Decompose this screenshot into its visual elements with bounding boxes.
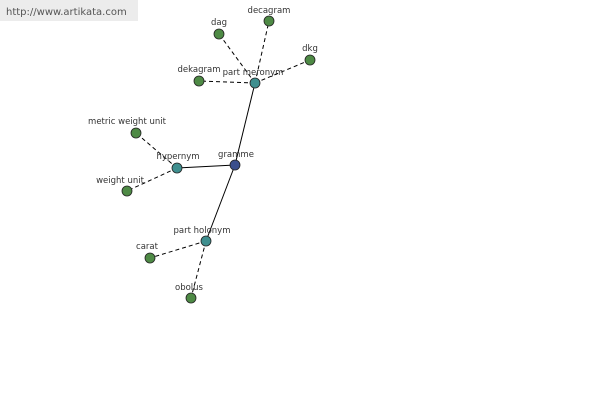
- edge: [234, 82, 256, 166]
- edge: [254, 20, 270, 84]
- node[interactable]: [130, 127, 142, 139]
- nodes: [121, 15, 316, 304]
- node-label: hypernym: [156, 152, 199, 162]
- edge: [176, 164, 236, 169]
- url[interactable]: http://www.artikata.com: [6, 7, 127, 18]
- node-label: part meronym: [223, 68, 284, 78]
- node-label: part holonym: [174, 226, 231, 236]
- node[interactable]: [144, 252, 156, 264]
- url-banner: [0, 0, 138, 21]
- node[interactable]: [304, 54, 316, 66]
- node-label: obolus: [175, 283, 204, 293]
- node-label: gramme: [218, 150, 254, 160]
- node-label: dag: [211, 18, 227, 28]
- labels: gramme part meronym hypernym part holony…: [88, 6, 318, 293]
- node[interactable]: [249, 77, 261, 89]
- edge: [126, 167, 178, 192]
- node-label: weight unit: [96, 176, 144, 186]
- edge: [218, 33, 256, 84]
- node-label: dkg: [302, 44, 318, 54]
- edge: [254, 59, 311, 84]
- edge: [190, 240, 207, 299]
- edge: [205, 164, 236, 242]
- node[interactable]: [200, 235, 212, 247]
- edge: [149, 240, 207, 259]
- node[interactable]: [213, 28, 225, 40]
- node[interactable]: [171, 162, 183, 174]
- node[interactable]: [121, 185, 133, 197]
- node[interactable]: [263, 15, 275, 27]
- edges: [126, 20, 311, 299]
- node-label: dekagram: [178, 65, 221, 75]
- node[interactable]: [193, 75, 205, 87]
- node-label: carat: [136, 242, 159, 252]
- node-label: decagram: [248, 6, 291, 16]
- edge: [135, 132, 178, 169]
- edge: [198, 80, 256, 84]
- node[interactable]: [185, 292, 197, 304]
- node-label: metric weight unit: [88, 117, 167, 127]
- node[interactable]: [229, 159, 241, 171]
